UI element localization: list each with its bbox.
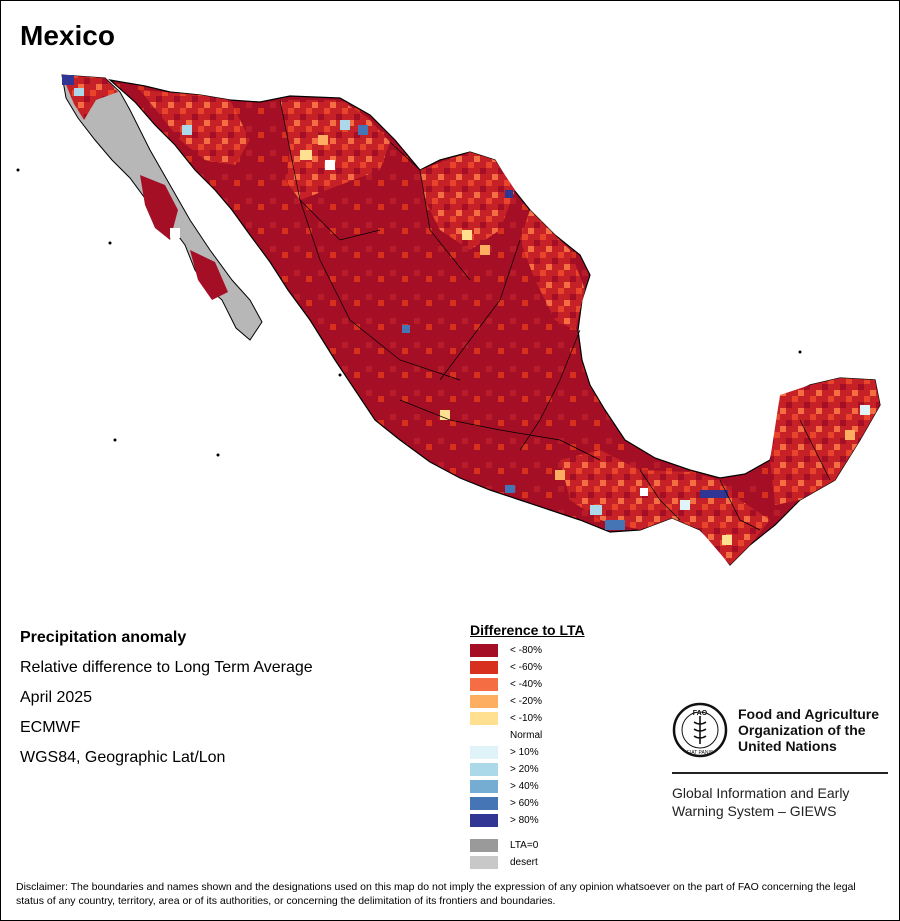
legend-item: Normal <box>470 727 650 744</box>
legend-item: < -60% <box>470 659 650 676</box>
fao-name: Food and Agriculture Organization of the… <box>738 706 880 754</box>
fao-logo-icon: FAO FIAT PANIS <box>672 702 728 758</box>
legend-label: > 60% <box>510 798 539 809</box>
legend-swatch <box>470 712 498 725</box>
info-line-projection: WGS84, Geographic Lat/Lon <box>20 749 226 766</box>
mexico-map <box>16 74 881 566</box>
legend-item: > 80% <box>470 812 650 829</box>
legend-item: < -40% <box>470 676 650 693</box>
legend-swatch <box>470 797 498 810</box>
legend-label: < -80% <box>510 645 542 656</box>
map-title: Mexico <box>20 20 115 51</box>
anomaly-cells <box>170 120 870 545</box>
legend-label: < -40% <box>510 679 542 690</box>
legend-swatch <box>470 763 498 776</box>
map-area <box>0 60 900 620</box>
legend-swatch <box>470 695 498 708</box>
legend-swatch <box>470 839 498 852</box>
map-info: Precipitation anomaly Relative differenc… <box>20 628 440 778</box>
legend-swatch <box>470 814 498 827</box>
legend-label: > 40% <box>510 781 539 792</box>
legend-item: < -20% <box>470 693 650 710</box>
legend-item: < -10% <box>470 710 650 727</box>
legend-item: > 20% <box>470 761 650 778</box>
legend-swatch <box>470 678 498 691</box>
svg-text:FIAT PANIS: FIAT PANIS <box>687 750 714 756</box>
legend-title: Difference to LTA <box>470 622 585 638</box>
legend-item: > 10% <box>470 744 650 761</box>
legend-item: > 40% <box>470 778 650 795</box>
info-line-title: Precipitation anomaly <box>20 629 187 646</box>
legend-label: < -20% <box>510 696 542 707</box>
legend-label: < -10% <box>510 713 542 724</box>
legend-label: < -60% <box>510 662 542 673</box>
state-boundaries <box>279 99 831 531</box>
legend-swatch <box>470 780 498 793</box>
info-line-period: April 2025 <box>20 689 93 706</box>
legend-label: Normal <box>510 730 543 741</box>
info-line-description: Relative difference to Long Term Average <box>20 659 313 676</box>
legend-swatch <box>470 644 498 657</box>
legend-label: > 10% <box>510 747 539 758</box>
svg-text:FAO: FAO <box>693 710 708 717</box>
legend-item: < -80% <box>470 642 650 659</box>
legend-item: LTA=0 <box>470 837 650 854</box>
legend-item: desert <box>470 854 650 871</box>
legend: Difference to LTA < -80% < -60% < -40% < -2… <box>470 622 650 871</box>
legend-swatch <box>470 746 498 759</box>
legend-item: > 60% <box>470 795 650 812</box>
legend-label: LTA=0 <box>510 840 539 851</box>
legend-label: > 20% <box>510 764 539 775</box>
legend-swatch <box>470 856 498 869</box>
legend-label: desert <box>510 857 538 868</box>
disclaimer: Disclaimer: The boundaries and names sho… <box>16 881 856 907</box>
legend-swatch <box>470 661 498 674</box>
divider <box>672 772 888 774</box>
legend-swatch <box>470 729 498 742</box>
giews-name: Global Information and Early Warning Sys… <box>672 785 850 819</box>
legend-label: > 80% <box>510 815 539 826</box>
info-line-source: ECMWF <box>20 719 81 736</box>
